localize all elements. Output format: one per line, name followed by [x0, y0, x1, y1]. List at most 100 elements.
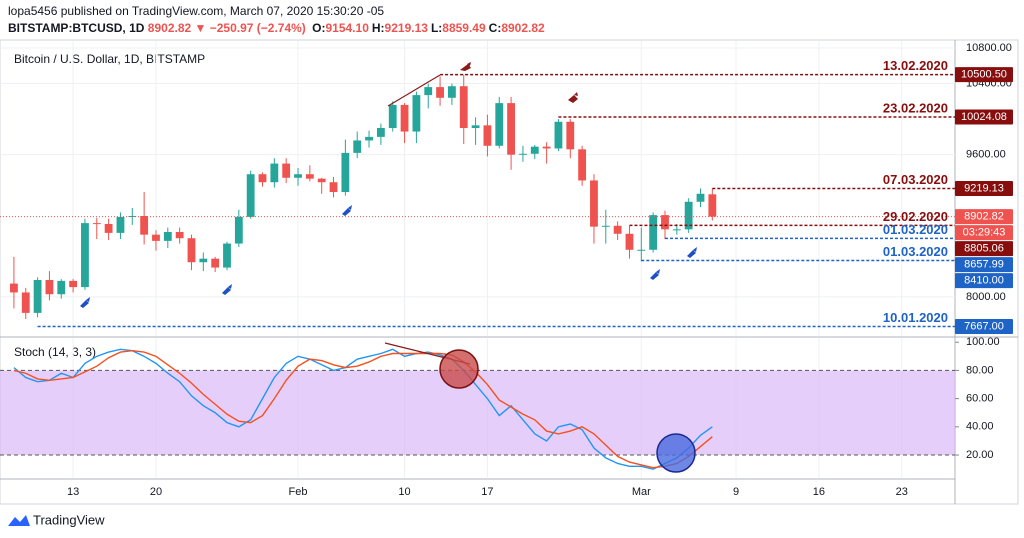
price-tag [955, 67, 1013, 83]
level-date: 10.01.2020 [883, 310, 948, 325]
level-date: 01.03.2020 [883, 222, 948, 237]
price-tag-label: 8410.00 [964, 275, 1004, 287]
candle-body [696, 193, 705, 202]
candle-body [163, 232, 172, 241]
candle-body [483, 125, 492, 146]
candle-body [507, 103, 516, 155]
candle-body [329, 182, 338, 192]
ohlc: O:9154.10 H:9219.13 L:8859.49 C:8902.82 [309, 21, 545, 35]
y-tick-label: 9600.00 [966, 149, 1006, 161]
candle-body [376, 128, 385, 137]
candle-body [223, 243, 231, 268]
candle-body [282, 163, 291, 178]
candle-body [353, 140, 362, 153]
x-tick-label: 17 [481, 486, 493, 498]
price-tag-label: 10500.50 [961, 69, 1007, 81]
rocket-icon [342, 205, 352, 216]
price-tag-label: 9219.13 [964, 182, 1004, 194]
candle-body [447, 86, 456, 98]
candle-body [81, 223, 89, 288]
price-tag [955, 225, 1013, 241]
stoch-title: Stoch (14, 3, 3) [14, 345, 96, 359]
sell-circle [439, 349, 479, 389]
buy-circle [656, 433, 696, 473]
x-tick-label: 13 [67, 486, 79, 498]
candle-body [270, 163, 279, 183]
rocket-icon [650, 269, 660, 280]
price-tag-label: 8805.06 [964, 243, 1004, 255]
candle-body [116, 216, 125, 233]
symbol: BITSTAMP:BTCUSD, 1D [8, 21, 145, 35]
stoch-band [0, 370, 955, 456]
brand: TradingView [33, 512, 105, 527]
candle-body [542, 146, 551, 149]
x-tick-label: 9 [733, 486, 739, 498]
price-tag-label: 8902.82 [964, 211, 1004, 223]
price-tag-label: 10024.08 [961, 111, 1007, 123]
x-tick-label: Feb [289, 486, 308, 498]
stoch-line [13, 349, 713, 469]
level-date: 29.02.2020 [883, 209, 948, 224]
candle-body [566, 121, 575, 150]
sell-icons [460, 62, 578, 103]
candle-body [412, 95, 421, 132]
candle-body [649, 215, 658, 250]
y-tick-label: 10800.00 [966, 42, 1012, 54]
candle-body [45, 280, 54, 295]
candle-body [424, 87, 433, 96]
candle-body [69, 280, 78, 288]
candle-body [140, 216, 149, 235]
candle-body [459, 86, 468, 128]
chart-title: Bitcoin / U.S. Dollar, 1D, BITSTAMP [14, 52, 205, 66]
candle-body [187, 238, 196, 263]
x-tick-label: Mar [632, 486, 651, 498]
level-date: 23.02.2020 [883, 100, 948, 115]
candle-body [10, 283, 18, 293]
candle-body [400, 104, 409, 132]
rocket-icon [460, 62, 471, 71]
rocket-icon [222, 284, 232, 295]
candle-body [661, 215, 669, 230]
candle-body [590, 180, 598, 227]
y-tick-label: 60.00 [966, 393, 994, 405]
candle-body [258, 174, 267, 183]
candle-body [495, 103, 504, 146]
candle-body [211, 258, 220, 268]
candle-body [317, 178, 326, 183]
y-tick-label: 80.00 [966, 364, 994, 376]
ohlc-key: L: [430, 21, 443, 35]
candle-body [175, 232, 184, 239]
ohlc-value: 8859.49 [442, 21, 486, 35]
candle-body [625, 233, 634, 250]
candle-body [33, 280, 42, 313]
candle-body [530, 146, 539, 154]
level-date: 13.02.2020 [883, 58, 948, 73]
price-tag-label: 03:29:43 [963, 227, 1006, 239]
candle-body [436, 87, 444, 98]
rocket-icon [687, 247, 697, 258]
candle-body [388, 104, 397, 128]
price-tag [955, 318, 1013, 334]
level-date: 01.03.2020 [883, 244, 948, 259]
y-tick-label: 100.00 [966, 336, 1000, 348]
rocket-icon [80, 297, 90, 308]
ohlc-value: 9154.10 [325, 21, 369, 35]
candle-body [152, 234, 160, 241]
price-tag [955, 241, 1013, 257]
candle-body [104, 224, 113, 233]
candle-body [578, 149, 587, 181]
price-tag [955, 257, 1013, 273]
x-tick-label: 23 [896, 486, 908, 498]
candle-body [246, 174, 255, 217]
x-tick-label: 10 [398, 486, 410, 498]
candle-body [92, 223, 101, 225]
candle-body [305, 174, 314, 179]
candle-body [294, 174, 302, 178]
buy-icons [80, 205, 697, 308]
x-tick-label: 16 [813, 486, 825, 498]
change: 8902.82 ▼ −250.97 (−2.74%) [147, 21, 306, 35]
candle-body [341, 152, 350, 192]
price-tag [955, 181, 1013, 197]
